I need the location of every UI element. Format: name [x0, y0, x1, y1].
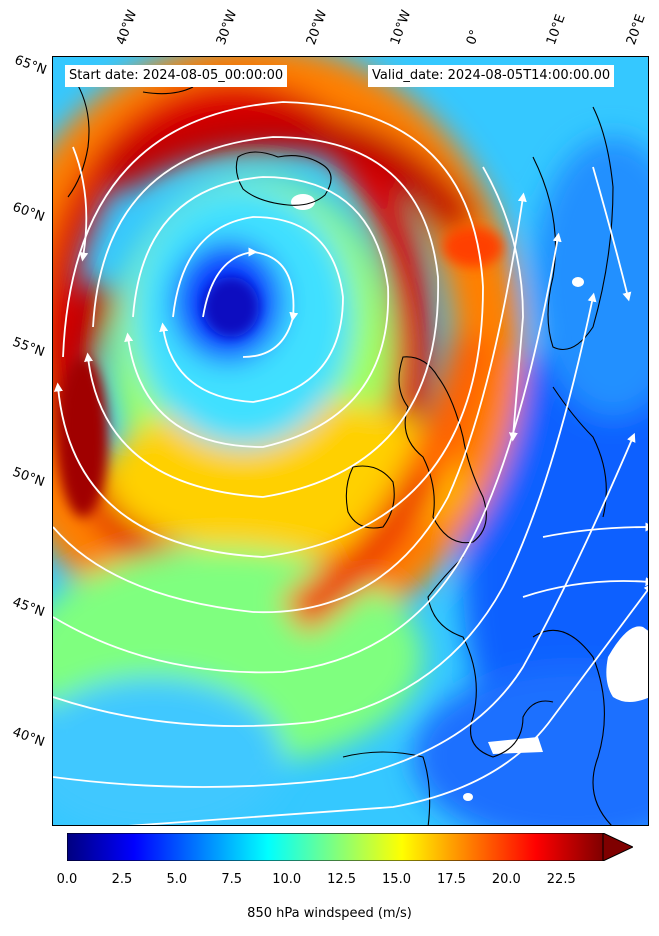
coast-france [427, 556, 554, 758]
lat-label-60n: 60°N [10, 199, 47, 226]
lat-label-50n: 50°N [10, 464, 47, 491]
mask-patch [463, 793, 473, 801]
mask-patch [488, 737, 543, 754]
lon-label-0: 0° [463, 27, 484, 47]
colorbar-tick-label: 0.0 [56, 872, 78, 887]
lon-label-10w: 10°W [387, 8, 415, 47]
mask-patch [291, 194, 315, 210]
colorbar-tick-label: 20.0 [491, 872, 521, 887]
mask-patch [572, 277, 584, 287]
colorbar-tick-label: 10.0 [272, 872, 302, 887]
coast-greenland [67, 76, 90, 198]
colorbar-gradient [67, 833, 604, 861]
lat-label-65n: 65°N [12, 52, 49, 79]
lon-label-30w: 30°W [213, 8, 241, 47]
lon-label-40w: 40°W [113, 8, 141, 47]
lon-label-10e: 10°E [543, 12, 569, 48]
colorbar-tick-label: 5.0 [166, 872, 188, 887]
valid-date-label: Valid_date: 2024-08-05T14:00:00.00 [368, 65, 615, 87]
lon-label-20e: 20°E [623, 12, 649, 48]
map-panel: Start date: 2024-08-05_00:00:00 Valid_da… [52, 56, 649, 826]
colorbar-tick-label: 12.5 [327, 872, 357, 887]
colorbar-extend-arrow [602, 833, 633, 861]
coast-iceland [235, 151, 332, 206]
lat-label-55n: 55°N [10, 334, 47, 361]
start-date-label: Start date: 2024-08-05_00:00:00 [65, 65, 288, 87]
colorbar-tick-label: 22.5 [546, 872, 576, 887]
coast-iberia [342, 751, 431, 825]
coast-denmark-baltic [552, 386, 607, 518]
colorbar-tick-label: 2.5 [111, 872, 133, 887]
colorbar-tick-label: 7.5 [221, 872, 243, 887]
colorbar-label: 850 hPa windspeed (m/s) [247, 906, 412, 921]
coast-italy [532, 629, 612, 825]
streamlines [53, 101, 648, 825]
mask-patch [606, 626, 648, 702]
coast-great-britain [398, 356, 487, 544]
colorbar [67, 833, 633, 861]
colorbar-tick-label: 17.5 [436, 872, 466, 887]
windspeed-map [53, 57, 648, 825]
lon-label-20w: 20°W [303, 8, 331, 47]
windspeed-detail [58, 227, 503, 517]
lat-label-40n: 40°N [10, 724, 47, 751]
coast-ireland [345, 465, 395, 529]
coast-greenland-east [142, 86, 194, 95]
colorbar-tick-label: 15.0 [382, 872, 411, 887]
lat-label-45n: 45°N [10, 594, 47, 621]
